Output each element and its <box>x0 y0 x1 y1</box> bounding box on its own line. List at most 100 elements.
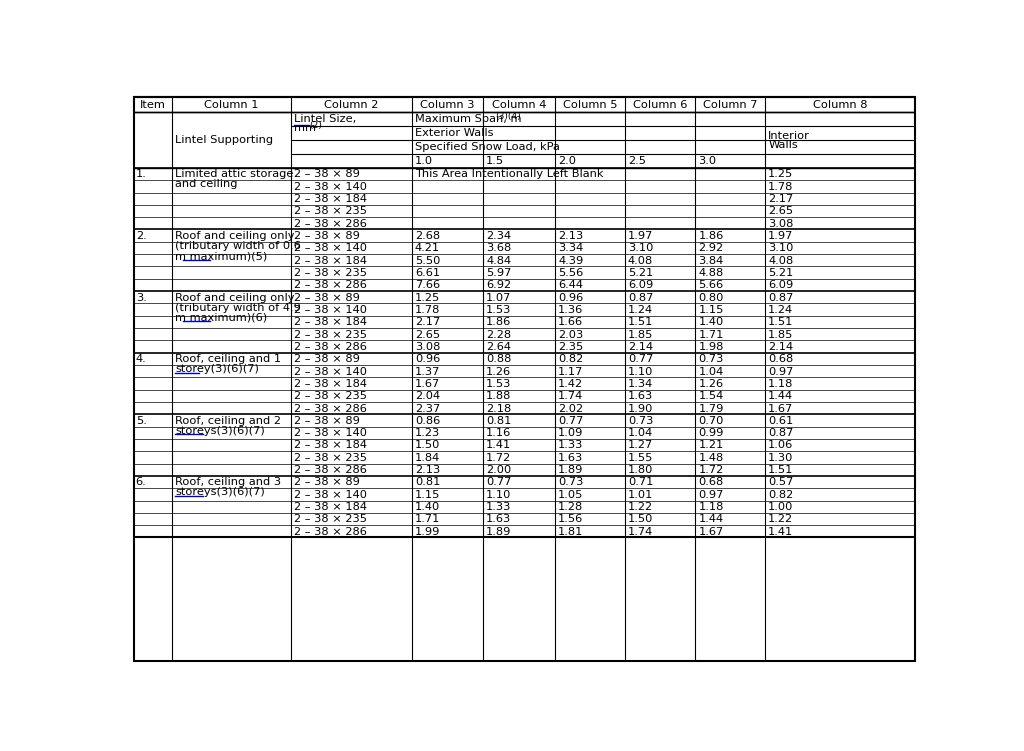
Text: 1.71: 1.71 <box>698 330 724 339</box>
Text: 1.53: 1.53 <box>486 379 511 389</box>
Text: 2.17: 2.17 <box>768 194 794 204</box>
Text: Column 5: Column 5 <box>562 100 617 110</box>
Text: 1.24: 1.24 <box>768 305 794 315</box>
Text: 1.86: 1.86 <box>486 317 511 327</box>
Text: 1.10: 1.10 <box>628 366 653 376</box>
Text: storeys(3)(6)(7): storeys(3)(6)(7) <box>175 426 265 436</box>
Text: 1.85: 1.85 <box>768 330 794 339</box>
Text: 1.34: 1.34 <box>628 379 653 389</box>
Text: (tributary width of 0.6: (tributary width of 0.6 <box>175 241 301 251</box>
Text: 3.10: 3.10 <box>768 243 794 253</box>
Text: 0.73: 0.73 <box>698 354 724 364</box>
Text: 1.07: 1.07 <box>486 293 511 303</box>
Text: Column 1: Column 1 <box>204 100 259 110</box>
Text: 0.73: 0.73 <box>628 416 653 426</box>
Text: 1.44: 1.44 <box>698 514 724 524</box>
Text: 0.68: 0.68 <box>698 478 724 487</box>
Text: 1.: 1. <box>136 170 146 179</box>
Text: 2.34: 2.34 <box>486 231 511 241</box>
Text: 1.67: 1.67 <box>768 403 794 414</box>
Text: Limited attic storage: Limited attic storage <box>175 170 294 179</box>
Text: 2 – 38 × 140: 2 – 38 × 140 <box>294 305 367 315</box>
Text: 0.57: 0.57 <box>768 478 794 487</box>
Text: 0.87: 0.87 <box>768 428 794 438</box>
Text: 1.79: 1.79 <box>698 403 724 414</box>
Text: Column 8: Column 8 <box>813 100 867 110</box>
Text: 3.08: 3.08 <box>415 342 440 352</box>
Text: 5.97: 5.97 <box>486 268 511 278</box>
Text: 1.78: 1.78 <box>415 305 440 315</box>
Text: 1.84: 1.84 <box>415 453 440 463</box>
Text: 2.5: 2.5 <box>628 155 646 165</box>
Text: 2 – 38 × 89: 2 – 38 × 89 <box>294 231 359 241</box>
Text: 2 – 38 × 89: 2 – 38 × 89 <box>294 354 359 364</box>
Text: 1.0: 1.0 <box>415 155 433 165</box>
Text: 2 – 38 × 140: 2 – 38 × 140 <box>294 366 367 376</box>
Text: 1.22: 1.22 <box>628 502 653 512</box>
Text: 1.04: 1.04 <box>698 366 724 376</box>
Text: 2 – 38 × 89: 2 – 38 × 89 <box>294 416 359 426</box>
Text: 2.: 2. <box>136 231 146 241</box>
Text: 1.89: 1.89 <box>486 526 511 537</box>
Text: 3.08: 3.08 <box>768 219 794 229</box>
Text: 1.01: 1.01 <box>628 490 653 499</box>
Text: 0.87: 0.87 <box>768 293 794 303</box>
Text: 0.96: 0.96 <box>415 354 440 364</box>
Text: mm: mm <box>294 123 315 133</box>
Text: 2 – 38 × 140: 2 – 38 × 140 <box>294 428 367 438</box>
Text: 3.0: 3.0 <box>698 155 717 165</box>
Text: 2 – 38 × 184: 2 – 38 × 184 <box>294 255 367 266</box>
Text: 0.82: 0.82 <box>558 354 584 364</box>
Text: 2 – 38 × 140: 2 – 38 × 140 <box>294 182 367 192</box>
Text: 2.17: 2.17 <box>415 317 440 327</box>
Text: 1.28: 1.28 <box>558 502 584 512</box>
Text: 0.97: 0.97 <box>698 490 724 499</box>
Text: 3.10: 3.10 <box>628 243 653 253</box>
Text: Column 6: Column 6 <box>633 100 687 110</box>
Text: 1.51: 1.51 <box>628 317 653 327</box>
Text: 2 – 38 × 235: 2 – 38 × 235 <box>294 514 367 524</box>
Text: 2.18: 2.18 <box>486 403 511 414</box>
Text: 1.37: 1.37 <box>415 366 440 376</box>
Text: 2 – 38 × 140: 2 – 38 × 140 <box>294 490 367 499</box>
Text: Roof and ceiling only: Roof and ceiling only <box>175 231 295 241</box>
Text: 2 – 38 × 184: 2 – 38 × 184 <box>294 317 367 327</box>
Text: 0.77: 0.77 <box>486 478 511 487</box>
Text: 1.30: 1.30 <box>768 453 794 463</box>
Text: 1.63: 1.63 <box>628 391 653 401</box>
Text: 1.41: 1.41 <box>768 526 794 537</box>
Text: Roof, ceiling and 3: Roof, ceiling and 3 <box>175 478 282 487</box>
Text: 1.00: 1.00 <box>768 502 794 512</box>
Text: 6.09: 6.09 <box>768 280 794 291</box>
Text: 1.53: 1.53 <box>486 305 511 315</box>
Text: 0.96: 0.96 <box>558 293 584 303</box>
Text: 1.26: 1.26 <box>698 379 724 389</box>
Text: 2 – 38 × 235: 2 – 38 × 235 <box>294 207 367 216</box>
Text: 6.09: 6.09 <box>628 280 653 291</box>
Text: 5.56: 5.56 <box>558 268 584 278</box>
Text: 4.21: 4.21 <box>415 243 440 253</box>
Text: 1.04: 1.04 <box>628 428 653 438</box>
Text: 2.92: 2.92 <box>698 243 724 253</box>
Text: 4.39: 4.39 <box>558 255 584 266</box>
Text: m maximum)(5): m maximum)(5) <box>175 251 267 261</box>
Text: Specified Snow Load, kPa: Specified Snow Load, kPa <box>415 142 560 152</box>
Text: Walls: Walls <box>768 140 798 149</box>
Text: 1.16: 1.16 <box>486 428 511 438</box>
Text: 0.71: 0.71 <box>628 478 653 487</box>
Text: 1.74: 1.74 <box>628 526 653 537</box>
Text: 6.92: 6.92 <box>486 280 511 291</box>
Text: 1.90: 1.90 <box>628 403 653 414</box>
Text: 1.98: 1.98 <box>698 342 724 352</box>
Text: 1.72: 1.72 <box>698 465 724 475</box>
Text: 1.26: 1.26 <box>486 366 511 376</box>
Text: 0.88: 0.88 <box>486 354 511 364</box>
Text: 2 – 38 × 140: 2 – 38 × 140 <box>294 243 367 253</box>
Text: 1.67: 1.67 <box>415 379 440 389</box>
Text: 2.65: 2.65 <box>415 330 440 339</box>
Text: 1.10: 1.10 <box>486 490 511 499</box>
Text: 1.48: 1.48 <box>698 453 724 463</box>
Text: 1.40: 1.40 <box>698 317 724 327</box>
Text: 5.21: 5.21 <box>768 268 794 278</box>
Text: 1.27: 1.27 <box>628 441 653 451</box>
